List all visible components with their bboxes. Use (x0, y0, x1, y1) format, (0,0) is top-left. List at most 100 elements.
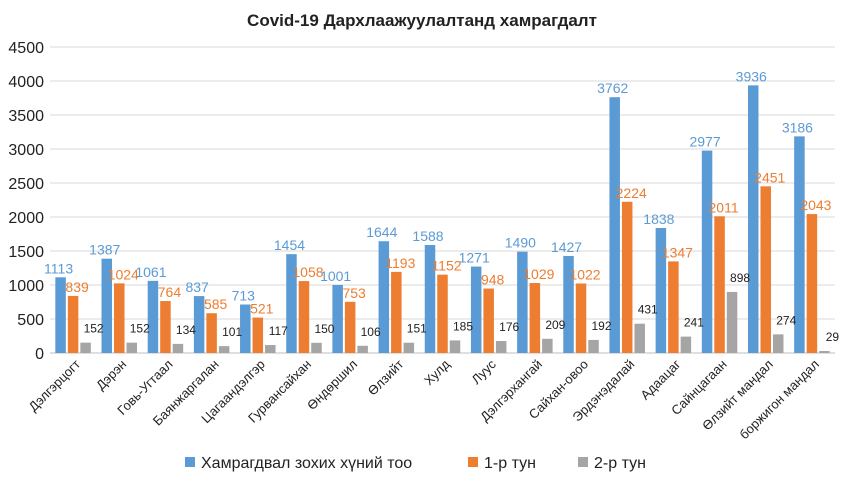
bar (726, 291, 738, 353)
bar (55, 277, 66, 353)
bar (172, 343, 184, 353)
bar (265, 345, 276, 353)
bar (747, 85, 759, 354)
bar (680, 336, 692, 353)
y-tick-label: 3500 (8, 108, 44, 125)
bar (668, 261, 679, 353)
y-tick-label: 500 (17, 312, 44, 329)
bar (218, 346, 230, 353)
data-label: 1387 (89, 242, 120, 258)
data-label: 1024 (108, 266, 139, 282)
bar (357, 345, 368, 353)
data-label: 1347 (662, 244, 693, 260)
x-axis: Дэлгэрцогт ДэрэнГовь-УгтаалБаянжаргаланЦа… (26, 356, 823, 442)
x-tick-label: Өлзийт (365, 356, 407, 398)
data-label: 948 (481, 272, 505, 288)
data-label: 837 (185, 279, 209, 295)
data-label: 106 (361, 325, 381, 339)
bar (391, 271, 402, 353)
bar (378, 241, 390, 353)
x-tick-label: Адаацаг (637, 356, 683, 402)
bar (563, 255, 574, 353)
bar (252, 317, 264, 353)
y-tick-label: 3000 (8, 142, 44, 159)
data-label: 3936 (736, 68, 767, 84)
bar (819, 351, 830, 353)
bar (114, 283, 125, 353)
y-axis: 0 500 1000 1500 2000 2500 3000 3500 4000 4500 (8, 40, 44, 363)
x-tick-label: Хулд (421, 356, 453, 388)
bar (760, 186, 771, 353)
bar (575, 283, 587, 353)
data-label: 274 (776, 313, 796, 327)
data-label: 3186 (782, 119, 813, 135)
y-tick-label: 1000 (8, 278, 44, 295)
bar (240, 304, 251, 353)
data-label: 151 (407, 322, 427, 336)
data-label: 764 (158, 284, 182, 300)
data-label: 898 (730, 271, 750, 285)
bar (80, 342, 91, 353)
bar (332, 284, 343, 353)
bar (794, 136, 805, 353)
data-label: 1427 (551, 239, 582, 255)
data-label: 1271 (459, 250, 490, 266)
data-label: 753 (342, 285, 366, 301)
data-label: 117 (269, 324, 288, 338)
data-label: 839 (65, 279, 89, 295)
bar (344, 301, 356, 353)
bar (160, 301, 171, 353)
bar (714, 216, 725, 353)
data-label: 1454 (274, 237, 305, 253)
data-label: 2451 (754, 169, 785, 185)
data-label: 521 (250, 301, 274, 317)
legend-swatch (185, 457, 195, 467)
bar (470, 266, 482, 353)
data-label: 185 (453, 319, 473, 333)
bar (437, 274, 448, 353)
x-tick-label: боржигон мандал (736, 357, 822, 443)
data-label: 2043 (800, 197, 831, 213)
data-label: 1113 (44, 260, 73, 276)
data-label: 1022 (569, 267, 600, 283)
data-label: 713 (232, 288, 256, 304)
legend-label: 1-р тун (484, 455, 536, 472)
bar (483, 288, 494, 353)
data-label: 101 (222, 325, 242, 339)
chart-title: Covid-19 Дархлаажуулалтанд хамрагдалт (247, 11, 597, 30)
bar (806, 214, 818, 353)
data-label: 1838 (643, 211, 674, 227)
data-label: 2011 (709, 199, 739, 215)
y-tick-label: 1500 (8, 244, 44, 261)
data-label: 192 (592, 319, 612, 333)
data-label: 1490 (505, 235, 536, 251)
x-tick-label: Өндөршил (304, 357, 360, 413)
data-label: 2977 (689, 134, 720, 150)
data-label: 431 (638, 303, 658, 317)
y-tick-label: 0 (35, 346, 44, 363)
data-label: 152 (84, 322, 104, 336)
bar (206, 313, 217, 353)
bar (101, 258, 113, 353)
bar (147, 280, 159, 353)
bar (701, 150, 713, 353)
y-tick-label: 2000 (8, 210, 44, 227)
gridlines (50, 46, 835, 354)
y-tick-label: 2500 (8, 176, 44, 193)
bars (55, 85, 830, 354)
data-label: 176 (499, 320, 519, 334)
x-tick-label: Луус (468, 356, 499, 387)
bar (655, 228, 667, 353)
bar (529, 283, 541, 353)
bar (621, 201, 633, 353)
data-label: 134 (176, 323, 196, 337)
bar (542, 338, 553, 353)
legend-swatch (468, 457, 478, 467)
data-label: 209 (545, 318, 565, 332)
bar (298, 281, 310, 353)
data-label: 1644 (366, 224, 397, 240)
data-label: 241 (684, 316, 704, 330)
